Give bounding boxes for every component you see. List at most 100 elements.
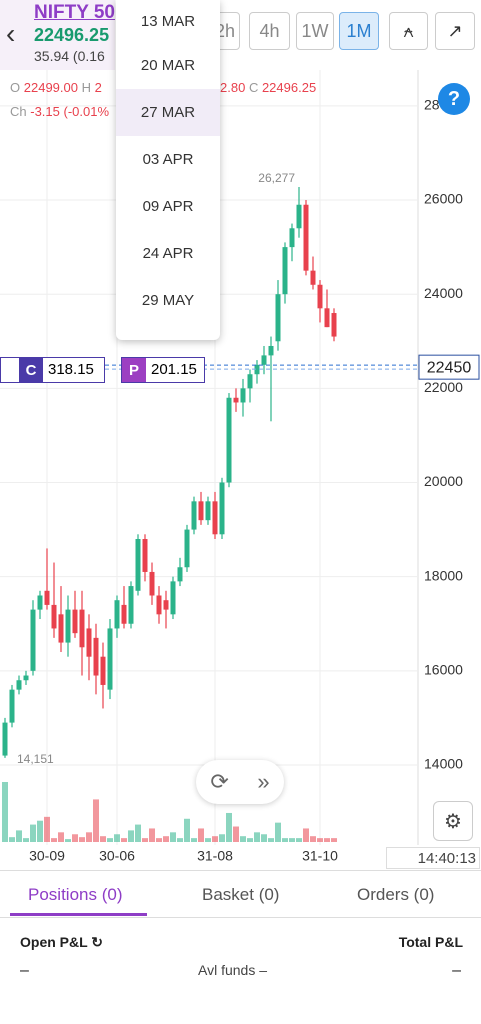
- candle-body: [177, 567, 183, 582]
- volume-bar: [135, 824, 141, 842]
- expiry-option[interactable]: 20 MAR: [140, 57, 196, 74]
- y-tick-label: 26000: [424, 191, 463, 207]
- volume-bar: [100, 836, 106, 842]
- put-button[interactable]: P 201.15: [121, 357, 205, 383]
- expiry-option[interactable]: 13 MAR: [140, 12, 196, 30]
- clock-text: 14:40:13: [417, 849, 476, 867]
- volume-bar: [16, 830, 22, 842]
- volume-bar: [9, 837, 15, 842]
- ohlc-label: H: [81, 80, 91, 95]
- timeframe[interactable]: 1W: [296, 12, 334, 50]
- volume-bar: [58, 832, 64, 842]
- volume-bar: [226, 812, 232, 842]
- back-arrow[interactable]: ‹: [6, 18, 16, 49]
- candle-body: [331, 313, 337, 337]
- put-price: 201.15: [151, 361, 197, 378]
- candle-body: [198, 501, 204, 521]
- clock: 14:40:13: [386, 847, 480, 869]
- tab-indicator: [10, 913, 147, 916]
- tab[interactable]: Positions (0): [28, 885, 123, 904]
- volume-bar: [331, 838, 337, 842]
- refresh-icon[interactable]: ⟳: [210, 769, 229, 794]
- volume-bar: [254, 832, 260, 842]
- candle-body: [317, 284, 323, 309]
- chart-controls[interactable]: ⟳»: [196, 760, 284, 804]
- funds-value: –: [259, 962, 268, 978]
- ohlc-value: 2: [94, 80, 102, 95]
- tab[interactable]: Basket (0): [202, 885, 280, 904]
- candle-body: [2, 722, 8, 756]
- candle-body: [128, 586, 134, 624]
- settings-button[interactable]: ⚙: [433, 801, 473, 841]
- ohlc-value: 22499.00: [23, 80, 78, 95]
- expiry-option[interactable]: 03 APR: [142, 151, 194, 168]
- candle-body: [240, 388, 246, 403]
- candle-body: [247, 374, 253, 389]
- expiry-option[interactable]: 29 MAY: [141, 292, 195, 309]
- candle-body: [79, 609, 85, 648]
- candle-body: [65, 609, 71, 643]
- ohlc-line: 2.80 C 22496.25: [220, 80, 316, 95]
- x-tick-label: 30-09: [29, 848, 65, 864]
- volume-bar: [240, 836, 246, 842]
- ohlc-label: C: [248, 80, 259, 95]
- candle-body: [93, 637, 99, 676]
- last-price-box: [418, 354, 480, 380]
- timeframe[interactable]: 1M: [339, 12, 379, 50]
- candle-body: [212, 501, 218, 535]
- candle-body: [156, 595, 162, 615]
- tab[interactable]: Orders (0): [357, 885, 435, 904]
- candle-body: [51, 604, 57, 629]
- draw-tool[interactable]: ⍲: [389, 12, 428, 50]
- indicator-tool[interactable]: ↗: [435, 12, 475, 50]
- candle-body: [149, 571, 155, 596]
- volume-bar: [86, 832, 92, 842]
- tab-bar: Positions (0) Basket (0) Orders (0): [0, 870, 481, 918]
- volume-bar: [247, 838, 253, 842]
- expiry-option[interactable]: 27 MAR: [116, 89, 220, 136]
- expiry-dropdown: 13 MAR 20 MAR 27 MAR 03 APR 09 APR 24 AP…: [116, 0, 220, 340]
- volume-bar: [121, 838, 127, 842]
- volume-bar: [296, 838, 302, 842]
- volume-bar: [268, 838, 274, 842]
- candle-body: [219, 482, 225, 535]
- y-tick-label: 22000: [424, 379, 463, 395]
- volume-bar: [317, 838, 323, 842]
- volume-bar: [23, 838, 29, 842]
- change-value: -3.15 (-0.01%: [30, 104, 110, 119]
- volume-bar: [275, 822, 281, 842]
- chart: 1400016000180002000022000240002600028000…: [0, 70, 480, 864]
- candle-body: [135, 539, 141, 591]
- ohlc-value: 2.80: [220, 80, 246, 95]
- total-pnl-value: –: [452, 962, 461, 979]
- put-label: P: [122, 358, 146, 382]
- ohlc-label: O: [10, 80, 21, 95]
- expiry-option[interactable]: 09 APR: [142, 198, 194, 215]
- change: 35.94 (0.16: [34, 48, 105, 64]
- volume-bar: [30, 824, 36, 842]
- candle-body: [226, 397, 232, 483]
- volume-bar: [44, 816, 50, 842]
- call-price: 318.15: [48, 361, 94, 378]
- instrument: NIFTY 50: [34, 2, 115, 23]
- last-price-label: 22450: [427, 359, 472, 376]
- pnl-label: Open P&L ↻: [20, 934, 104, 950]
- candle-body: [72, 609, 78, 634]
- instrument-panel[interactable]: ‹ NIFTY 50 22496.25 35.94 (0.16: [0, 0, 115, 70]
- open-pnl-value: –: [20, 962, 29, 979]
- volume-bar: [310, 836, 316, 842]
- candle-body: [303, 204, 309, 271]
- call-button[interactable]: C 318.15: [0, 357, 105, 383]
- candle-body: [121, 604, 127, 624]
- candle-body: [37, 595, 43, 610]
- total-pnl-label: Total P&L: [398, 934, 463, 950]
- help-button[interactable]: ?: [438, 83, 470, 115]
- volume-bar: [198, 828, 204, 842]
- scroll-icon[interactable]: »: [257, 769, 270, 794]
- timeframe[interactable]: 4h: [249, 12, 290, 50]
- expiry-option[interactable]: 24 APR: [142, 245, 194, 262]
- volume-bar: [107, 838, 113, 842]
- candle-body: [163, 600, 169, 610]
- change-label: Ch: [10, 104, 27, 119]
- open-pnl-label: Open P&L: [20, 934, 88, 950]
